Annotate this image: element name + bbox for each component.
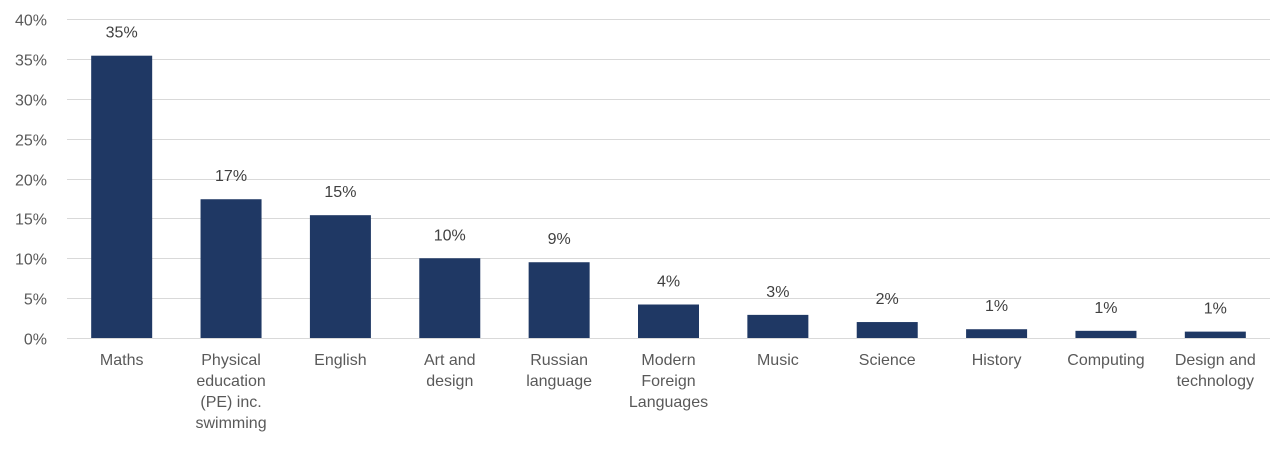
category-label: Music xyxy=(757,352,799,369)
category-label-line: Art and xyxy=(424,352,476,369)
data-label: 3% xyxy=(766,284,789,301)
data-label: 9% xyxy=(548,231,571,248)
category-label-line: Languages xyxy=(629,394,708,411)
category-label-line: (PE) inc. xyxy=(200,394,261,411)
category-label-line: Design and xyxy=(1175,352,1256,369)
category-label-line: Russian xyxy=(530,352,588,369)
category-label-line: History xyxy=(972,352,1022,369)
bar xyxy=(419,258,481,338)
y-tick-label: 25% xyxy=(15,133,47,150)
data-label: 4% xyxy=(657,274,680,291)
data-label: 35% xyxy=(106,25,138,42)
category-label: English xyxy=(314,352,366,369)
y-tick-label: 0% xyxy=(24,332,47,349)
category-label: Modern Foreign Languages xyxy=(629,352,708,411)
bar xyxy=(856,322,918,338)
category-label-line: Maths xyxy=(100,352,144,369)
data-labels: 35% 17% 15% 10% 9% 4% 3% 2% 1% 1% 1% xyxy=(106,25,1227,318)
bar xyxy=(747,314,809,338)
bar xyxy=(1184,331,1246,338)
bar xyxy=(638,304,699,338)
y-tick-label: 5% xyxy=(24,292,47,309)
data-label: 10% xyxy=(434,227,466,244)
y-tick-label: 40% xyxy=(15,13,47,30)
y-tick-label: 10% xyxy=(15,252,47,269)
category-label-line: Science xyxy=(859,352,916,369)
bar xyxy=(1075,330,1137,338)
y-tick-label: 35% xyxy=(15,53,47,70)
bars xyxy=(91,55,1246,339)
y-tick-label: 20% xyxy=(15,173,47,190)
bar xyxy=(966,329,1028,338)
data-label: 1% xyxy=(985,298,1008,315)
data-label: 1% xyxy=(1094,300,1117,317)
data-label: 15% xyxy=(324,184,356,201)
y-axis-tick-labels: 0% 5% 10% 15% 20% 25% 30% 35% 40% xyxy=(15,13,47,349)
category-label: History xyxy=(972,352,1022,369)
gridlines xyxy=(67,19,1270,339)
category-label-line: Physical xyxy=(201,352,261,369)
data-label: 2% xyxy=(876,291,899,308)
data-label: 1% xyxy=(1204,301,1227,318)
bar xyxy=(91,55,153,339)
y-tick-label: 15% xyxy=(15,212,47,229)
category-label: Physical education (PE) inc. swimming xyxy=(195,352,266,432)
category-label-line: English xyxy=(314,352,366,369)
category-label-line: Modern xyxy=(641,352,695,369)
category-label-line: Computing xyxy=(1067,352,1144,369)
category-label-line: Music xyxy=(757,352,799,369)
data-label: 17% xyxy=(215,168,247,185)
bar xyxy=(309,215,371,338)
category-label-line: education xyxy=(196,373,265,390)
y-tick-label: 30% xyxy=(15,93,47,110)
category-label: Computing xyxy=(1067,352,1144,369)
category-label-line: swimming xyxy=(195,415,266,432)
category-label: Design and technology xyxy=(1175,352,1256,390)
category-label: Art and design xyxy=(424,352,476,390)
category-label: Maths xyxy=(100,352,144,369)
bar xyxy=(528,262,590,338)
category-label-line: language xyxy=(526,373,592,390)
category-label: Russian language xyxy=(526,352,592,390)
bar xyxy=(200,199,262,338)
category-label-line: Foreign xyxy=(641,373,695,390)
category-label: Science xyxy=(859,352,916,369)
x-axis-category-labels: Maths Physical education (PE) inc. swimming E… xyxy=(100,352,1256,432)
category-label-line: technology xyxy=(1177,373,1254,390)
category-label-line: design xyxy=(426,373,473,390)
